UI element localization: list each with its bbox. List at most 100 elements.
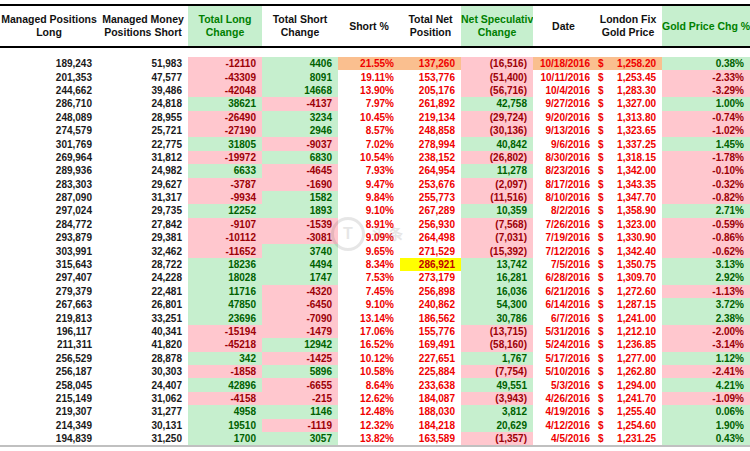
cell-price_chg: 1.12% [662,352,750,365]
cell-short_pct: 7.93% [338,164,400,177]
cell-net: 248,858 [400,124,461,137]
cell-price_chg: 0.43% [662,432,750,446]
table-row: 284,77227,842-9107-15398.91%256,930(7,56… [0,218,750,231]
cell-price: 1,241.00 [612,311,662,324]
spacer-row [0,47,750,57]
cell-short_chg: 1582 [262,191,338,204]
cell-price_chg: -2.00% [662,325,750,338]
cell-spec_chg: (3,943) [461,392,533,405]
cell-net: 137,260 [400,57,461,70]
cell-dollar: $ [594,231,612,244]
cell-price: 1,347.70 [612,191,662,204]
cell-short_chg: -4137 [262,97,338,110]
cell-long_chg: -11652 [188,244,262,257]
cell-net: 264,498 [400,231,461,244]
cell-short: 26,801 [98,298,188,311]
cell-long_chg: -45218 [188,338,262,351]
cell-price: 1,330.90 [612,231,662,244]
cell-short: 31,812 [98,151,188,164]
cell-spec_chg: (26,802) [461,151,533,164]
cell-long_chg: 342 [188,352,262,365]
col-header-short: Managed MoneyPositions Short [98,5,188,47]
cell-short_chg: -1690 [262,178,338,191]
cell-dollar: $ [594,191,612,204]
cell-price_chg: 0.38% [662,57,750,70]
cell-date: 5/3/2016 [533,378,594,391]
cell-short_pct: 19.11% [338,70,400,83]
cell-long_chg: 18028 [188,271,262,284]
cell-net: 227,651 [400,352,461,365]
table-row: 297,40724,2281802817477.53%273,17916,281… [0,271,750,284]
cell-date: 7/26/2016 [533,218,594,231]
cell-net: 240,862 [400,298,461,311]
table-row: 214,34930,13119510-111912.32%184,21820,6… [0,419,750,432]
cell-short_pct: 13.82% [338,432,400,446]
cell-long: 279,379 [0,285,98,298]
table-row: 267,66326,80147850-64509.10%240,86254,30… [0,298,750,311]
cell-date: 6/14/2016 [533,298,594,311]
cell-long: 211,311 [0,338,98,351]
cell-date: 4/5/2016 [533,432,594,446]
cell-price_chg: 0.06% [662,405,750,418]
cell-dollar: $ [594,57,612,70]
cell-spec_chg: (7,031) [461,231,533,244]
cell-spec_chg: 54,300 [461,298,533,311]
table-row: 248,08928,955-26490323410.45%219,134(29,… [0,111,750,124]
cell-net: 264,954 [400,164,461,177]
cell-date: 6/7/2016 [533,311,594,324]
cell-date: 7/12/2016 [533,244,594,257]
cell-long: 315,643 [0,258,98,271]
cell-short: 29,627 [98,178,188,191]
cell-date: 5/17/2016 [533,352,594,365]
cell-price_chg: -1.09% [662,392,750,405]
cell-short_pct: 16.52% [338,338,400,351]
cell-short: 33,251 [98,311,188,324]
cell-price_chg: -3.29% [662,84,750,97]
cell-long: 283,303 [0,178,98,191]
table-row: 189,24351,983-12110440621.55%137,260(16,… [0,57,750,70]
cell-dollar: $ [594,258,612,271]
cell-price_chg: 2.92% [662,271,750,284]
cell-date: 10/11/2016 [533,70,594,83]
cell-long_chg: -3787 [188,178,262,191]
cell-long: 248,089 [0,111,98,124]
cell-spec_chg: (1,357) [461,432,533,446]
cell-spec_chg: (58,160) [461,338,533,351]
cell-spec_chg: 30,786 [461,311,533,324]
cell-net: 219,134 [400,111,461,124]
table-row: 293,87929,381-10112-30819.09%264,498(7,0… [0,231,750,244]
table-row: 289,93624,9826633-46457.93%264,95411,278… [0,164,750,177]
cell-short: 31,317 [98,191,188,204]
cell-net: 233,638 [400,378,461,391]
cell-short: 32,462 [98,244,188,257]
cell-price: 1,272.60 [612,285,662,298]
table-row: 286,71024,81838621-41377.97%261,89242,75… [0,97,750,110]
table-row: 279,37922,48111716-43207.45%256,89816,03… [0,285,750,298]
col-header-long: Managed PositionsLong [0,5,98,47]
cell-spec_chg: 20,629 [461,419,533,432]
cell-price_chg: -3.14% [662,338,750,351]
cell-long_chg: -9107 [188,218,262,231]
cell-short_chg: 6830 [262,151,338,164]
cell-short_pct: 10.12% [338,352,400,365]
cell-dollar: $ [594,298,612,311]
table-row: 315,64328,7221823644948.34%286,92113,742… [0,258,750,271]
cell-spec_chg: 16,281 [461,271,533,284]
cell-price_chg: 1.45% [662,137,750,150]
cell-date: 4/19/2016 [533,405,594,418]
cell-price_chg: -0.86% [662,231,750,244]
col-header-net: Total NetPosition [400,5,461,47]
cell-price: 1,342.00 [612,164,662,177]
cell-long_chg: 11716 [188,285,262,298]
cell-spec_chg: (29,724) [461,111,533,124]
cell-short: 39,486 [98,84,188,97]
cell-date: 8/30/2016 [533,151,594,164]
cell-dollar: $ [594,178,612,191]
cell-long_chg: 18236 [188,258,262,271]
cell-short_chg: 8091 [262,70,338,83]
cell-short_chg: -4320 [262,285,338,298]
cell-price_chg: 3.72% [662,298,750,311]
cell-price_chg: 4.21% [662,378,750,391]
cell-price_chg: -1.78% [662,151,750,164]
cell-price: 1,241.70 [612,392,662,405]
